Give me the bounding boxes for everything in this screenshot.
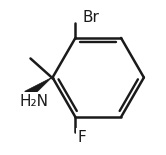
Text: F: F — [77, 130, 86, 145]
Text: Br: Br — [82, 10, 99, 25]
Text: H₂N: H₂N — [20, 94, 49, 109]
Polygon shape — [25, 78, 52, 99]
